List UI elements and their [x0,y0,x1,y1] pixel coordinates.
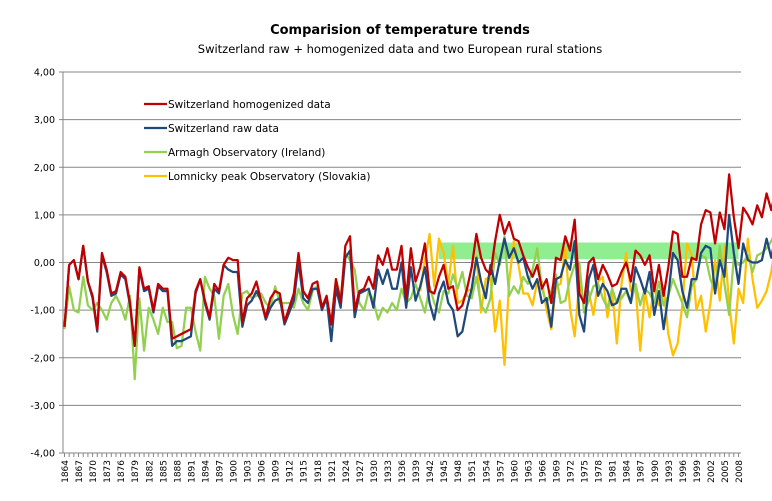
chart-subtitle: Switzerland raw + homogenized data and t… [198,42,602,56]
y-axis-ticks: 4,00 3,00 2,00 1,00 0,00 -1,00 -2,00 -3,00 -4,00 [30,68,63,460]
x-tick-label: 1999 [693,460,703,483]
legend-label: Switzerland homogenized data [168,99,331,111]
x-tick-label: 1936 [398,460,408,483]
x-tick-label: 1927 [356,460,366,483]
x-tick-label: 1963 [524,460,534,483]
x-tick-label: 1924 [342,460,352,483]
x-tick-label: 1981 [609,460,619,483]
y-tick-label: 1,00 [34,210,55,221]
x-tick-label: 1990 [651,460,661,483]
x-tick-label: 1987 [637,460,647,483]
x-tick-label: 1870 [89,460,99,483]
x-tick-label: 1969 [552,460,562,483]
x-tick-label: 1879 [131,460,141,483]
x-tick-label: 1885 [159,460,169,483]
legend: Switzerland homogenized data Switzerland … [144,99,370,183]
series-line-switzerland-homogenized-data [63,173,772,347]
x-tick-label: 1867 [75,460,85,483]
y-tick-label: 0,00 [34,258,55,269]
x-tick-label: 1894 [201,460,211,483]
x-tick-label: 1918 [314,460,324,483]
x-tick-label: 1942 [426,460,436,483]
x-tick-label: 1966 [538,460,548,483]
x-tick-label: 1948 [454,460,464,483]
x-tick-label: 1984 [623,460,633,483]
x-tick-label: 1906 [258,460,268,483]
x-axis-ticks: 1864 1867 1870 1873 1876 1879 1882 1885 1888 1891… [61,453,745,483]
x-tick-label: 1921 [328,460,338,483]
y-tick-label: -2,00 [30,353,55,364]
y-tick-label: -1,00 [30,306,55,317]
x-tick-label: 2008 [735,460,745,483]
x-tick-label: 2002 [707,460,717,483]
x-tick-label: 2005 [721,460,731,483]
x-tick-label: 1972 [567,460,577,483]
x-tick-label: 1978 [595,460,605,483]
x-tick-label: 1975 [581,460,591,483]
highlight-band-layer [438,242,739,260]
legend-label: Armagh Observatory (Ireland) [168,147,325,159]
series-layer [63,173,772,381]
y-tick-label: 4,00 [34,68,55,79]
y-tick-label: -4,00 [30,449,55,460]
x-tick-label: 1996 [679,460,689,483]
x-tick-label: 1930 [370,460,380,483]
x-tick-label: 1873 [103,460,113,483]
x-tick-label: 1993 [665,460,675,483]
x-tick-label: 1939 [412,460,422,483]
legend-label: Lomnicky peak Observatory (Slovakia) [168,171,370,183]
y-tick-label: -3,00 [30,401,55,412]
series-line-switzerland-raw-data [63,213,772,347]
x-tick-label: 1903 [244,460,254,483]
x-tick-label: 1900 [230,460,240,483]
x-tick-label: 1933 [384,460,394,483]
x-tick-label: 1915 [300,460,310,483]
x-tick-label: 1951 [468,460,478,483]
highlight-band [438,242,739,260]
x-tick-label: 1945 [440,460,450,483]
x-tick-label: 1954 [482,460,492,483]
x-tick-label: 1909 [272,460,282,483]
legend-label: Switzerland raw data [168,123,279,135]
x-tick-label: 1957 [496,460,506,483]
x-tick-label: 1897 [215,460,225,483]
chart-title: Comparision of temperature trends [270,23,530,38]
y-tick-label: 2,00 [34,163,55,174]
x-tick-label: 1864 [61,460,71,483]
x-tick-label: 1960 [510,460,520,483]
x-tick-label: 1891 [187,460,197,483]
x-tick-label: 1912 [286,460,296,483]
y-tick-label: 3,00 [34,115,55,126]
x-tick-label: 1882 [145,460,155,483]
x-tick-label: 1888 [173,460,183,483]
x-tick-label: 1876 [117,460,127,483]
